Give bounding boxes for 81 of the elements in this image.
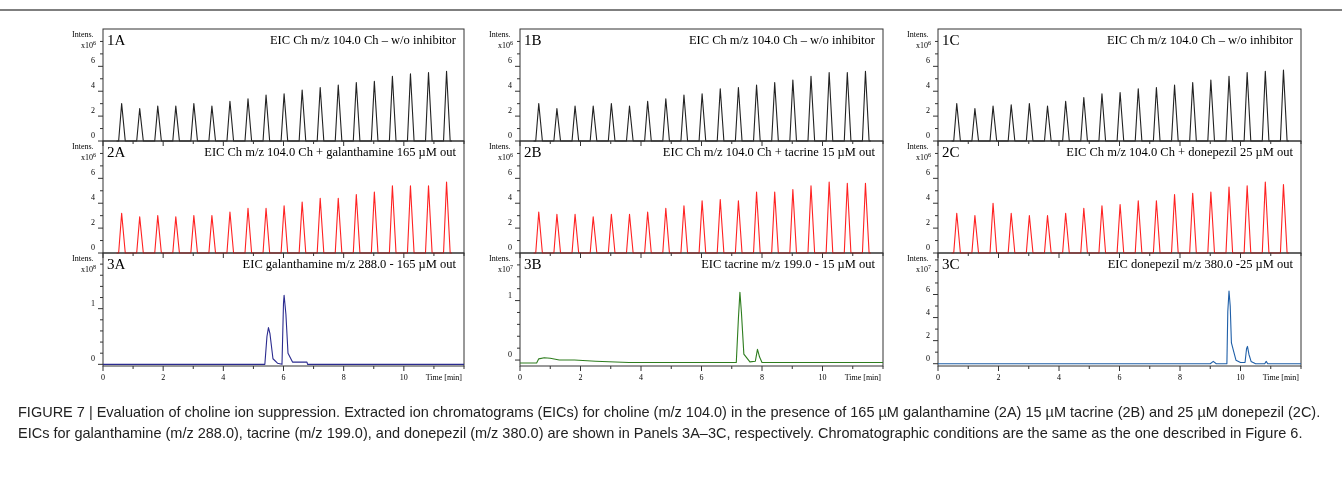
- chart-title: EIC Ch m/z 104.0 Ch – w/o inhibitor: [269, 33, 457, 47]
- chart-title: EIC Ch m/z 104.0 Ch – w/o inhibitor: [1106, 33, 1294, 47]
- y-tick-label: 0: [508, 131, 512, 140]
- y-tick-label: 4: [926, 193, 930, 203]
- x-tick-label: 0: [101, 373, 105, 382]
- y-tick-label: 6: [926, 284, 930, 294]
- y-tick-label: 2: [91, 218, 95, 228]
- y-axis-title: Intens. x10$^{6}$: [907, 30, 931, 50]
- chart-title: EIC Ch m/z 104.0 Ch + donepezil 25 µM out: [1066, 145, 1294, 159]
- y-tick-label: 4: [926, 81, 930, 91]
- y-tick-label: 4: [91, 193, 95, 203]
- y-tick-label: 2: [508, 218, 512, 228]
- chart-title: EIC tacrine m/z 199.0 - 15 µM out: [701, 257, 876, 271]
- chart-title: EIC Ch m/z 104.0 Ch – w/o inhibitor: [688, 33, 876, 47]
- y-tick-label: 4: [926, 307, 930, 317]
- y-tick-label: 1: [508, 290, 512, 300]
- caption: FIGURE 7 | Evaluation of choline ion suppression. Extracted ion chromatograms (EICs) for choline (m/z 104.0) in the presence of 165 µM galanthamine (2A) 15 µM tacrine (2B) and 25 µM donepezil (2C). EICs for galanthamine (m/z 288.0), tacrine (m/z 199.0), and donepezil (m/z 380.0) are shown in Panels 3A–3C, respectively. Chromatographic conditions are the same as the one described in Figure 6.: [18, 403, 1322, 443]
- y-tick-label: 2: [508, 106, 512, 116]
- annotation: 1A: [107, 32, 126, 48]
- y-axis-title: Intens. x10$^{7}$: [489, 254, 513, 274]
- x-tick-label: 4: [1057, 373, 1061, 382]
- annotation: 3B: [524, 256, 542, 272]
- x-tick-label: 4: [221, 373, 226, 382]
- y-tick-label: 4: [508, 81, 512, 91]
- y-axis-title: Intens. x10$^{7}$: [907, 254, 931, 274]
- x-tick-label: 10: [1236, 373, 1245, 382]
- annotation: 3C: [942, 256, 960, 272]
- y-tick-label: 2: [91, 106, 95, 116]
- y-tick-label: 6: [926, 56, 930, 66]
- annotation: 2A: [107, 144, 126, 160]
- x-tick-label: 4: [639, 373, 643, 382]
- annotation: 1B: [524, 32, 542, 48]
- chart-title: EIC Ch m/z 104.0 Ch + galanthamine 165 µM out: [204, 145, 457, 159]
- y-axis-title: Intens. x10$^{6}$: [489, 142, 513, 162]
- y-axis-title: Intens. x10$^{6}$: [907, 142, 931, 162]
- x-tick-label: 10: [399, 373, 408, 382]
- y-axis-title: Intens. x10$^{6}$: [72, 30, 96, 50]
- x-tick-label: 2: [161, 373, 166, 382]
- y-axis-title: Intens. x10$^{6}$: [489, 30, 513, 50]
- y-tick-label: 4: [91, 81, 95, 91]
- y-tick-label: 0: [926, 353, 930, 363]
- x-tick-label: 8: [760, 373, 764, 382]
- x-tick-label: 2: [996, 373, 1001, 382]
- y-tick-label: 1: [91, 298, 95, 308]
- x-tick-label: 6: [281, 373, 286, 382]
- x-axis-title: Time [min]: [425, 373, 463, 382]
- x-tick-label: 0: [518, 373, 522, 382]
- x-axis-title: Time [min]: [1262, 373, 1300, 382]
- x-tick-label: 8: [1178, 373, 1182, 382]
- y-tick-label: 0: [926, 243, 930, 252]
- annotation: 2B: [524, 144, 542, 160]
- x-axis-title: Time [min]: [844, 373, 882, 382]
- x-tick-label: 2: [578, 373, 583, 382]
- y-tick-label: 0: [91, 131, 95, 140]
- chart-title: EIC galanthamine m/z 288.0 - 165 µM out: [242, 257, 457, 271]
- x-tick-label: 10: [818, 373, 827, 382]
- x-tick-label: 6: [699, 373, 704, 382]
- chart-title: EIC donepezil m/z 380.0 -25 µM out: [1107, 257, 1294, 271]
- y-tick-label: 6: [91, 56, 95, 66]
- y-tick-label: 0: [926, 131, 930, 140]
- y-tick-label: 0: [508, 350, 512, 360]
- y-tick-label: 6: [926, 168, 930, 178]
- y-tick-label: 2: [926, 218, 930, 228]
- y-tick-label: 2: [926, 330, 930, 340]
- y-tick-label: 6: [91, 168, 95, 178]
- y-tick-label: 2: [926, 106, 930, 116]
- x-tick-label: 0: [936, 373, 940, 382]
- y-tick-label: 0: [91, 243, 95, 252]
- y-tick-label: 0: [91, 354, 95, 364]
- y-tick-label: 6: [508, 168, 512, 178]
- annotation: 1C: [942, 32, 960, 48]
- annotation: 3A: [107, 256, 126, 272]
- x-tick-label: 8: [341, 373, 346, 382]
- y-tick-label: 6: [508, 56, 512, 66]
- annotation: 2C: [942, 144, 960, 160]
- y-tick-label: 0: [508, 243, 512, 252]
- y-axis-title: Intens. x10$^{6}$: [72, 142, 96, 162]
- chart-title: EIC Ch m/z 104.0 Ch + tacrine 15 µM out: [662, 145, 876, 159]
- y-axis-title: Intens. x10$^{8}$: [72, 254, 96, 274]
- y-tick-label: 4: [508, 193, 512, 203]
- x-tick-label: 6: [1117, 373, 1122, 382]
